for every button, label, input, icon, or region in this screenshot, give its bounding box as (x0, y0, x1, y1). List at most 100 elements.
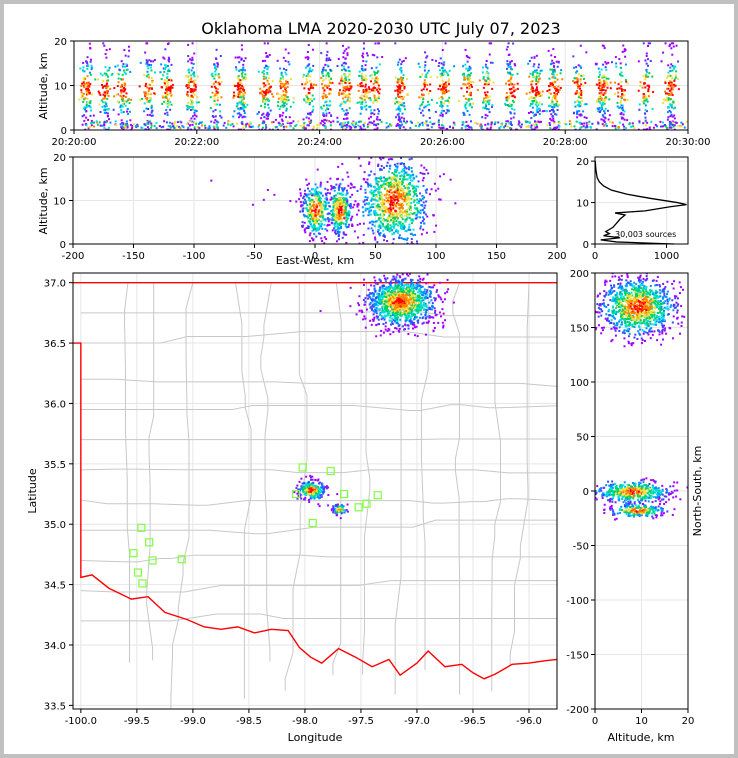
east-west-source (408, 191, 411, 194)
time-height-source (348, 125, 351, 128)
time-height-source (89, 73, 92, 76)
time-height-source (537, 111, 540, 114)
time-height-source (488, 111, 491, 114)
time-height-source (396, 80, 399, 83)
time-height-source (282, 77, 285, 80)
low-altitude-source (586, 125, 589, 128)
east-west-source (389, 185, 392, 188)
time-height-source (237, 86, 240, 89)
time-height-source (279, 114, 282, 117)
east-west-source (312, 239, 315, 242)
low-altitude-source (98, 121, 101, 124)
time-height-source (466, 56, 469, 59)
east-west-source (381, 263, 383, 265)
east-west-source (334, 232, 337, 235)
east-west-source (438, 198, 441, 201)
time-height-source (101, 105, 104, 108)
time-height-source (115, 93, 118, 96)
time-height-source (104, 101, 107, 104)
low-altitude-source (409, 120, 412, 123)
time-height-source (646, 100, 649, 103)
time-height-source (330, 69, 333, 72)
time-height-source (529, 104, 532, 107)
low-altitude-source (208, 127, 211, 130)
time-height-source (484, 94, 487, 97)
low-altitude-source (141, 126, 144, 129)
time-height-source (553, 76, 556, 79)
time-height-source (553, 121, 556, 124)
low-altitude-source (347, 122, 350, 125)
low-altitude-source (245, 125, 248, 128)
east-west-source (379, 208, 382, 211)
east-west-source (401, 183, 404, 186)
time-height-source (326, 64, 329, 67)
low-altitude-source (409, 127, 412, 130)
east-west-source (407, 168, 410, 171)
time-height-source (237, 87, 240, 90)
time-height-source (83, 86, 86, 89)
time-height-source (241, 99, 244, 102)
time-height-source (276, 128, 279, 130)
low-altitude-source (261, 122, 264, 125)
time-height-source (217, 82, 220, 85)
low-altitude-source (584, 126, 587, 129)
east-west-source (389, 197, 392, 200)
time-height-source (422, 88, 425, 91)
east-west-source (427, 172, 430, 175)
time-height-source (535, 88, 538, 91)
east-west-source (342, 231, 345, 234)
time-height-source (603, 112, 606, 115)
time-height-source (447, 89, 450, 92)
time-height-source (537, 80, 540, 83)
time-height-source (379, 118, 382, 121)
low-altitude-source (171, 125, 174, 128)
map-source (421, 285, 424, 288)
time-height-source (531, 90, 534, 93)
time-height-source (289, 105, 292, 108)
time-height-source (311, 128, 314, 130)
time-height-source (161, 96, 164, 99)
low-altitude-source (265, 124, 268, 127)
east-west-source (394, 216, 397, 219)
time-height-source (467, 73, 470, 76)
low-altitude-source (549, 127, 552, 130)
time-height-source (579, 105, 582, 108)
east-west-source (333, 228, 336, 231)
east-west-source (311, 213, 314, 216)
x-tick-label: 200 (547, 251, 566, 262)
east-west-source (339, 226, 342, 229)
time-height-source (196, 96, 199, 99)
east-west-source (390, 196, 393, 199)
east-west-source (370, 227, 373, 230)
time-height-source (344, 90, 347, 93)
time-height-source (362, 79, 365, 82)
time-height-source (162, 74, 165, 77)
east-west-source (318, 204, 321, 207)
time-height-source (434, 110, 437, 113)
east-west-source (343, 205, 346, 208)
low-altitude-source (622, 123, 625, 126)
east-west-source (396, 166, 399, 169)
east-west-source (404, 192, 407, 195)
time-height-source (423, 85, 426, 88)
east-west-source (395, 202, 398, 205)
low-altitude-source (342, 123, 345, 126)
time-height-source (153, 59, 156, 62)
time-height-source (404, 128, 407, 130)
east-west-source (340, 227, 343, 230)
time-height-source (464, 128, 467, 130)
time-height-source (506, 67, 509, 70)
time-height-source (187, 69, 190, 72)
east-west-source (394, 217, 397, 220)
time-height-source (343, 68, 346, 71)
east-west-source (383, 176, 386, 179)
low-altitude-source (175, 124, 178, 127)
time-height-source (576, 104, 579, 107)
east-west-source (391, 229, 394, 232)
east-west-source (312, 224, 315, 227)
low-altitude-source (453, 123, 456, 126)
time-height-source (103, 120, 106, 123)
east-west-source (315, 222, 318, 225)
time-height-source (666, 87, 669, 90)
